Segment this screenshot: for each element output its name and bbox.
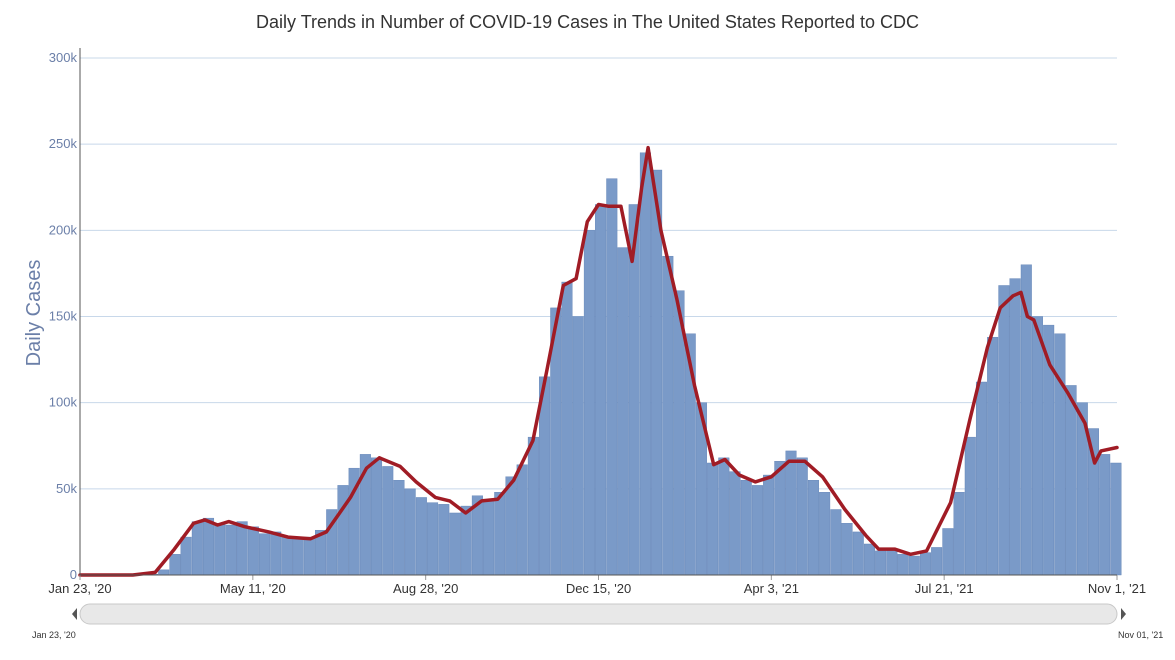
case-bar bbox=[449, 512, 461, 576]
y-tick-label: 0 bbox=[70, 567, 77, 582]
case-bar bbox=[561, 281, 573, 576]
case-bar bbox=[606, 178, 618, 576]
case-bar bbox=[718, 457, 730, 576]
y-tick-label: 100k bbox=[49, 395, 78, 410]
case-bar bbox=[595, 204, 607, 576]
case-bar bbox=[270, 531, 282, 576]
navigator-track[interactable] bbox=[79, 603, 1118, 625]
case-bar bbox=[953, 492, 965, 576]
case-bar bbox=[639, 152, 651, 576]
case-bar bbox=[404, 488, 416, 576]
case-bar bbox=[460, 505, 472, 576]
case-bar bbox=[303, 536, 315, 576]
case-bar bbox=[830, 509, 842, 576]
case-bar bbox=[337, 485, 349, 576]
case-bar bbox=[1099, 454, 1111, 576]
case-bar bbox=[505, 476, 517, 576]
seven-day-average-line bbox=[78, 145, 1119, 577]
range-navigator[interactable]: Jan 23, '20 Nov 01, '21 bbox=[32, 603, 1163, 640]
y-axis-label: Daily Cases bbox=[23, 260, 45, 367]
case-bar bbox=[1110, 462, 1122, 576]
case-bar bbox=[819, 492, 831, 576]
case-bar bbox=[225, 524, 237, 576]
x-tick-label: Dec 15, '20 bbox=[566, 581, 631, 596]
case-bar bbox=[942, 528, 954, 576]
x-tick-label: Nov 1, '21 bbox=[1088, 581, 1146, 596]
case-bar bbox=[259, 533, 271, 576]
case-bar bbox=[415, 497, 427, 576]
case-bar bbox=[281, 536, 293, 576]
case-bar bbox=[785, 450, 797, 576]
case-bar bbox=[796, 457, 808, 576]
y-tick-label: 50k bbox=[56, 481, 77, 496]
case-bar bbox=[751, 485, 763, 576]
case-bar bbox=[763, 474, 775, 576]
navigator-end-label: Nov 01, '21 bbox=[1118, 630, 1163, 640]
y-tick-label: 250k bbox=[49, 136, 78, 151]
case-bar bbox=[247, 526, 259, 576]
axes: 0 50k 100k 150k 200k 250k 300k Jan 23, '20 May 1… bbox=[48, 48, 1146, 596]
case-bar bbox=[875, 550, 887, 576]
case-bar bbox=[371, 457, 383, 576]
case-bar bbox=[998, 285, 1010, 576]
case-bar bbox=[191, 521, 203, 576]
case-bar bbox=[1031, 316, 1043, 576]
case-bar bbox=[494, 492, 506, 576]
case-bar bbox=[382, 466, 394, 576]
y-tick-label: 200k bbox=[49, 222, 78, 237]
case-bar bbox=[729, 471, 741, 576]
case-bar bbox=[180, 536, 192, 576]
case-bar bbox=[214, 523, 226, 576]
case-bar bbox=[169, 554, 181, 576]
moving-average-line bbox=[78, 145, 1119, 577]
case-bar bbox=[662, 255, 674, 576]
daily-case-bars bbox=[147, 152, 1122, 576]
x-tick-label: Jul 21, '21 bbox=[915, 581, 974, 596]
case-bar bbox=[438, 504, 450, 576]
case-bar bbox=[707, 462, 719, 576]
case-bar bbox=[964, 436, 976, 576]
case-bar bbox=[908, 555, 920, 576]
case-bar bbox=[617, 247, 629, 576]
case-bar bbox=[931, 547, 943, 576]
case-bar bbox=[292, 538, 304, 576]
navigator-start-label: Jan 23, '20 bbox=[32, 630, 76, 640]
case-bar bbox=[572, 316, 584, 576]
x-tick-label: Apr 3, '21 bbox=[744, 581, 799, 596]
case-bar bbox=[527, 436, 539, 576]
x-tick-label: Aug 28, '20 bbox=[393, 581, 458, 596]
case-bar bbox=[203, 517, 215, 576]
case-bar bbox=[1054, 333, 1066, 576]
case-bar bbox=[886, 548, 898, 576]
case-bar bbox=[427, 502, 439, 576]
y-tick-label: 150k bbox=[49, 309, 78, 324]
case-bar bbox=[852, 531, 864, 576]
case-bar bbox=[483, 498, 495, 576]
chart-title: Daily Trends in Number of COVID-19 Cases… bbox=[256, 12, 919, 32]
navigator-right-handle[interactable] bbox=[1121, 608, 1126, 620]
case-bar bbox=[807, 480, 819, 576]
x-tick-label: Jan 23, '20 bbox=[48, 581, 111, 596]
case-bar bbox=[158, 569, 170, 576]
case-bar bbox=[393, 480, 405, 576]
case-bar bbox=[516, 464, 528, 576]
case-bar bbox=[841, 523, 853, 576]
case-bar bbox=[236, 521, 248, 576]
case-bar bbox=[774, 461, 786, 576]
case-bar bbox=[1065, 385, 1077, 576]
navigator-left-handle[interactable] bbox=[72, 608, 77, 620]
case-bar bbox=[863, 543, 875, 576]
case-bar bbox=[919, 552, 931, 576]
case-bar bbox=[1009, 278, 1021, 576]
case-bar bbox=[987, 336, 999, 576]
case-bar bbox=[740, 480, 752, 576]
case-bar bbox=[975, 381, 987, 576]
x-tick-label: May 11, '20 bbox=[220, 581, 286, 596]
case-bar bbox=[583, 230, 595, 576]
case-bar bbox=[897, 554, 909, 576]
y-tick-label: 300k bbox=[49, 50, 78, 65]
